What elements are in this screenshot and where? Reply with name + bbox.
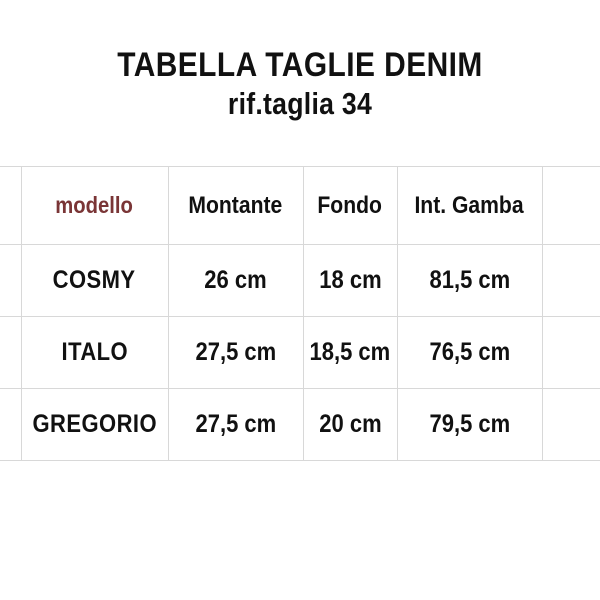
cell-gutter-right — [541, 388, 600, 461]
cell-montante: 26 cm — [167, 244, 304, 317]
size-table-container: modello Montante Fondo Int. Gamba — [0, 166, 600, 461]
table-row: COSMY 26 cm 18 cm 81,5 cm — [0, 244, 600, 317]
value-fondo: 20 cm — [318, 410, 382, 438]
cell-fondo: 20 cm — [302, 388, 398, 461]
cell-int-gamba: 81,5 cm — [396, 244, 543, 317]
header-cell-int-gamba: Int. Gamba — [396, 166, 543, 245]
header-cell-gutter-right — [541, 166, 600, 245]
value-montante: 27,5 cm — [195, 410, 276, 438]
cell-int-gamba: 76,5 cm — [396, 316, 543, 389]
page-subtitle: rif.taglia 34 — [227, 86, 373, 121]
value-modello: ITALO — [61, 338, 128, 366]
cell-gutter-left — [0, 316, 22, 389]
cell-gutter-right — [541, 316, 600, 389]
header-label-int-gamba: Int. Gamba — [414, 191, 525, 219]
value-modello: COSMY — [53, 266, 136, 294]
page-title: TABELLA TAGLIE DENIM — [117, 46, 483, 84]
cell-gutter-left — [0, 244, 22, 317]
header-cell-montante: Montante — [167, 166, 304, 245]
value-int-gamba: 81,5 cm — [429, 266, 510, 294]
header-label-modello: modello — [55, 191, 134, 218]
table-header-row: modello Montante Fondo Int. Gamba — [0, 166, 600, 245]
value-montante: 26 cm — [204, 266, 267, 294]
value-montante: 27,5 cm — [195, 338, 276, 366]
cell-modello: COSMY — [20, 244, 169, 317]
header-label-montante: Montante — [188, 191, 283, 219]
cell-modello: GREGORIO — [20, 388, 169, 461]
header-cell-modello: modello — [20, 166, 169, 245]
cell-fondo: 18 cm — [302, 244, 398, 317]
heading-block: TABELLA TAGLIE DENIM rif.taglia 34 — [0, 46, 600, 122]
cell-int-gamba: 79,5 cm — [396, 388, 543, 461]
size-table: modello Montante Fondo Int. Gamba — [0, 166, 600, 461]
cell-fondo: 18,5 cm — [302, 316, 398, 389]
cell-montante: 27,5 cm — [167, 388, 304, 461]
value-int-gamba: 76,5 cm — [429, 338, 510, 366]
value-fondo: 18 cm — [318, 266, 382, 294]
value-fondo: 18,5 cm — [309, 338, 391, 366]
header-cell-gutter-left — [0, 166, 22, 245]
cell-gutter-left — [0, 388, 22, 461]
value-modello: GREGORIO — [32, 410, 157, 438]
value-int-gamba: 79,5 cm — [429, 410, 510, 438]
cell-modello: ITALO — [20, 316, 169, 389]
table-row: ITALO 27,5 cm 18,5 cm 76,5 cm — [0, 316, 600, 389]
header-cell-fondo: Fondo — [302, 166, 398, 245]
cell-gutter-right — [541, 244, 600, 317]
table-row: GREGORIO 27,5 cm 20 cm 79,5 cm — [0, 388, 600, 461]
header-label-fondo: Fondo — [317, 191, 383, 219]
cell-montante: 27,5 cm — [167, 316, 304, 389]
